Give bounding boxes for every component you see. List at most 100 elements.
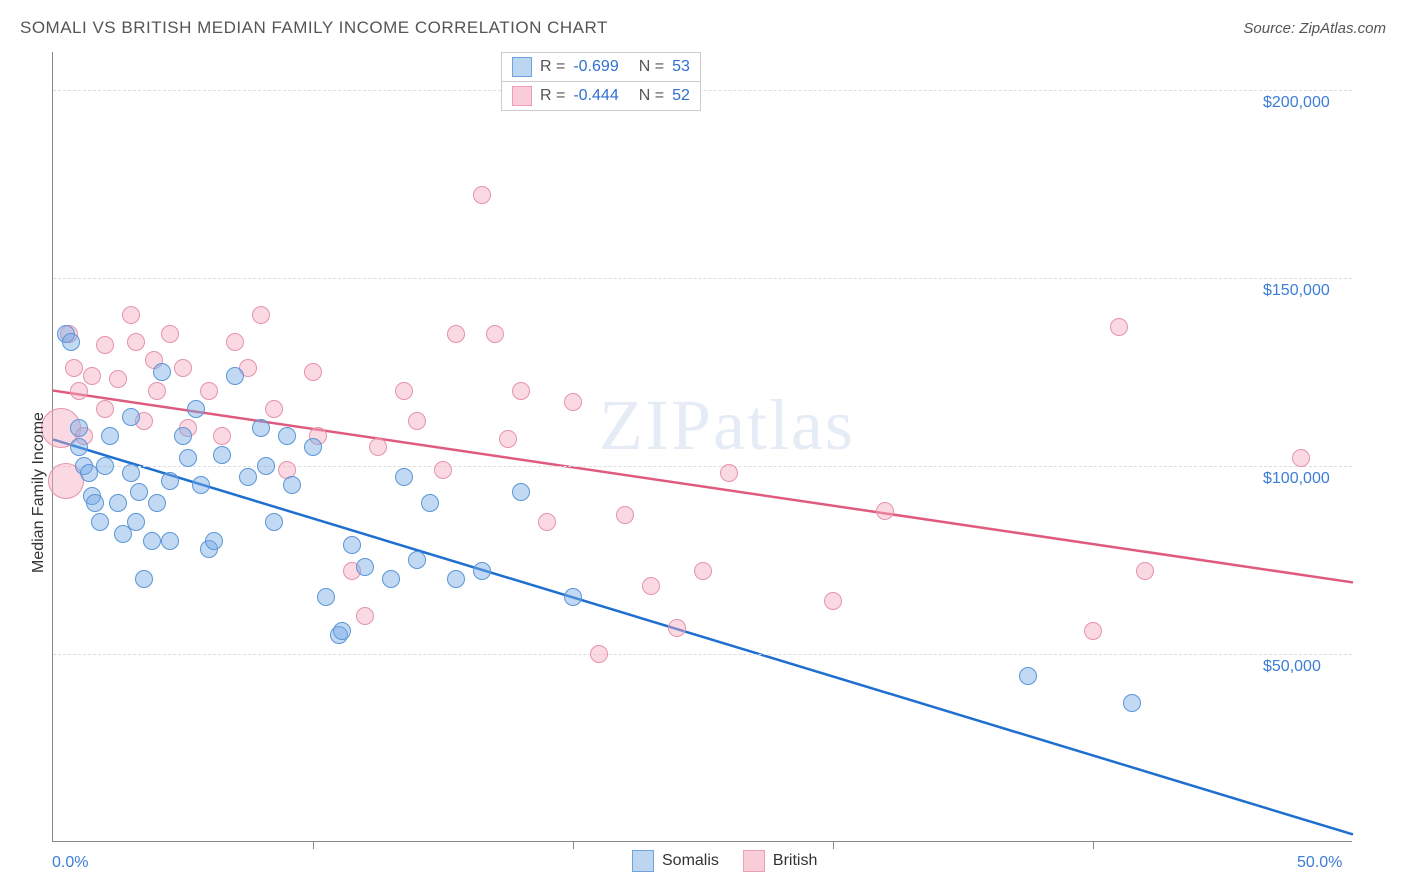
scatter-point-blue bbox=[304, 438, 322, 456]
scatter-point-pink bbox=[473, 186, 491, 204]
scatter-point-blue bbox=[161, 532, 179, 550]
scatter-point-pink bbox=[127, 333, 145, 351]
n-label: N = bbox=[639, 58, 664, 76]
scatter-point-pink bbox=[395, 382, 413, 400]
gridline bbox=[53, 466, 1352, 467]
scatter-point-blue bbox=[130, 483, 148, 501]
chart-title: SOMALI VS BRITISH MEDIAN FAMILY INCOME C… bbox=[20, 18, 608, 38]
scatter-point-blue bbox=[161, 472, 179, 490]
scatter-point-pink bbox=[369, 438, 387, 456]
scatter-point-blue bbox=[473, 562, 491, 580]
scatter-point-pink bbox=[590, 645, 608, 663]
scatter-point-blue bbox=[408, 551, 426, 569]
x-tick-mark bbox=[1093, 841, 1094, 849]
scatter-point-pink bbox=[265, 400, 283, 418]
scatter-point-pink bbox=[109, 370, 127, 388]
scatter-point-pink bbox=[512, 382, 530, 400]
scatter-point-pink bbox=[876, 502, 894, 520]
header-row: SOMALI VS BRITISH MEDIAN FAMILY INCOME C… bbox=[20, 18, 1386, 38]
scatter-point-blue bbox=[512, 483, 530, 501]
legend-label-british: British bbox=[773, 852, 817, 870]
scatter-point-blue bbox=[127, 513, 145, 531]
x-tick-label: 0.0% bbox=[52, 854, 88, 872]
scatter-point-blue bbox=[122, 464, 140, 482]
scatter-point-blue bbox=[356, 558, 374, 576]
scatter-point-pink bbox=[161, 325, 179, 343]
gridline bbox=[53, 278, 1352, 279]
scatter-point-blue bbox=[70, 419, 88, 437]
scatter-point-blue bbox=[143, 532, 161, 550]
scatter-point-pink bbox=[720, 464, 738, 482]
scatter-point-pink bbox=[1110, 318, 1128, 336]
scatter-point-blue bbox=[1019, 667, 1037, 685]
scatter-point-pink bbox=[213, 427, 231, 445]
series-legend: Somalis British bbox=[632, 850, 817, 872]
scatter-point-pink bbox=[96, 336, 114, 354]
n-value: 52 bbox=[672, 87, 690, 105]
scatter-point-blue bbox=[278, 427, 296, 445]
scatter-point-pink bbox=[434, 461, 452, 479]
r-label: R = bbox=[540, 87, 565, 105]
scatter-point-pink bbox=[304, 363, 322, 381]
scatter-point-pink bbox=[200, 382, 218, 400]
scatter-point-blue bbox=[226, 367, 244, 385]
gridline bbox=[53, 90, 1352, 91]
r-value: -0.699 bbox=[573, 58, 618, 76]
n-label: N = bbox=[639, 87, 664, 105]
scatter-point-blue bbox=[91, 513, 109, 531]
x-tick-mark bbox=[833, 841, 834, 849]
scatter-point-pink bbox=[642, 577, 660, 595]
scatter-point-blue bbox=[213, 446, 231, 464]
scatter-point-blue bbox=[564, 588, 582, 606]
scatter-point-pink bbox=[694, 562, 712, 580]
r-label: R = bbox=[540, 58, 565, 76]
scatter-point-pink bbox=[616, 506, 634, 524]
scatter-point-blue bbox=[265, 513, 283, 531]
scatter-point-pink bbox=[408, 412, 426, 430]
scatter-point-pink bbox=[356, 607, 374, 625]
scatter-point-blue bbox=[101, 427, 119, 445]
scatter-point-pink bbox=[824, 592, 842, 610]
scatter-point-pink bbox=[252, 306, 270, 324]
scatter-point-pink bbox=[486, 325, 504, 343]
stats-row-blue: R =-0.699N =53 bbox=[502, 53, 700, 81]
scatter-point-blue bbox=[148, 494, 166, 512]
y-tick-label: $100,000 bbox=[1263, 470, 1330, 488]
scatter-point-blue bbox=[447, 570, 465, 588]
scatter-point-blue bbox=[179, 449, 197, 467]
scatter-point-pink bbox=[174, 359, 192, 377]
scatter-point-blue bbox=[86, 494, 104, 512]
x-tick-mark bbox=[313, 841, 314, 849]
scatter-point-blue bbox=[62, 333, 80, 351]
stats-swatch-blue bbox=[512, 57, 532, 77]
scatter-point-pink bbox=[1136, 562, 1154, 580]
scatter-point-blue bbox=[187, 400, 205, 418]
scatter-point-blue bbox=[122, 408, 140, 426]
scatter-point-blue bbox=[252, 419, 270, 437]
scatter-point-blue bbox=[109, 494, 127, 512]
scatter-point-pink bbox=[1292, 449, 1310, 467]
source-prefix: Source: bbox=[1243, 20, 1299, 37]
scatter-point-blue bbox=[343, 536, 361, 554]
scatter-point-pink bbox=[668, 619, 686, 637]
legend-label-somalis: Somalis bbox=[662, 852, 719, 870]
x-tick-label: 50.0% bbox=[1297, 854, 1342, 872]
swatch-somalis bbox=[632, 850, 654, 872]
scatter-point-blue bbox=[317, 588, 335, 606]
scatter-point-pink bbox=[70, 382, 88, 400]
r-value: -0.444 bbox=[573, 87, 618, 105]
y-tick-label: $150,000 bbox=[1263, 282, 1330, 300]
scatter-point-blue bbox=[283, 476, 301, 494]
scatter-point-pink bbox=[83, 367, 101, 385]
scatter-point-blue bbox=[205, 532, 223, 550]
scatter-point-blue bbox=[70, 438, 88, 456]
stats-row-pink: R = -0.444 N = 52 bbox=[502, 81, 700, 110]
scatter-point-pink bbox=[1084, 622, 1102, 640]
scatter-point-pink bbox=[499, 430, 517, 448]
correlation-stats-box: R =-0.699N =53R =-0.444N =52 bbox=[501, 52, 701, 111]
scatter-point-pink bbox=[122, 306, 140, 324]
scatter-point-blue bbox=[239, 468, 257, 486]
scatter-point-pink bbox=[538, 513, 556, 531]
scatter-point-blue bbox=[421, 494, 439, 512]
scatter-point-blue bbox=[257, 457, 275, 475]
